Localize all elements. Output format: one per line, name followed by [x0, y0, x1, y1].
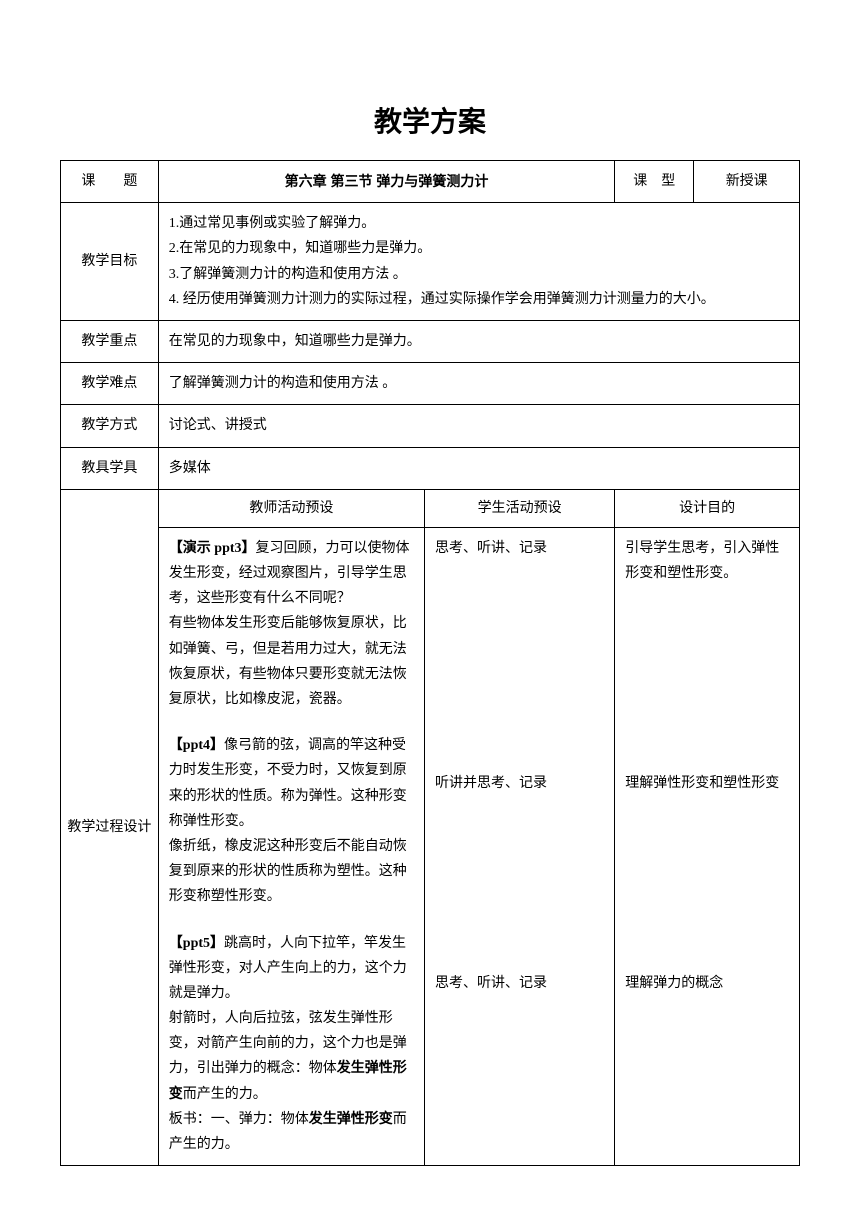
method-label: 教学方式 [61, 405, 159, 447]
student-header: 学生活动预设 [425, 489, 615, 527]
tools-content: 多媒体 [158, 447, 799, 489]
purpose-content: 引导学生思考，引入弹性形变和塑性形变。 理解弹性形变和塑性形变 理解弹力的概念 [615, 527, 800, 1165]
topic-label: 课 题 [61, 161, 159, 203]
block3-text2c: 而产生的力。 [183, 1087, 267, 1102]
teacher-activity-content: 【演示 ppt3】复习回顾，力可以使物体发生形变，经过观察图片，引导学生思考，这… [158, 527, 424, 1165]
goal-3: 3.了解弹簧测力计的构造和使用方法 。 [169, 262, 789, 287]
purpose-block2: 理解弹性形变和塑性形变 [625, 771, 789, 796]
student-block2: 听讲并思考、记录 [435, 771, 604, 796]
process-label: 教学过程设计 [61, 489, 159, 1166]
purpose-header: 设计目的 [615, 489, 800, 527]
difficulty-row: 教学难点 了解弹簧测力计的构造和使用方法 。 [61, 363, 800, 405]
student-activity-content: 思考、听讲、记录 听讲并思考、记录 思考、听讲、记录 [425, 527, 615, 1165]
student-block1: 思考、听讲、记录 [435, 536, 604, 561]
type-value: 新授课 [694, 161, 800, 203]
tools-row: 教具学具 多媒体 [61, 447, 800, 489]
block1-text2: 有些物体发生形变后能够恢复原状，比如弹簧、弓，但是若用力过大，就无法恢复原状，有… [169, 611, 414, 712]
purpose-block1: 引导学生思考，引入弹性形变和塑性形变。 [625, 536, 789, 586]
block2-text2: 像折纸，橡皮泥这种形变后不能自动恢复到原来的形状的性质称为塑性。这种形变称塑性形… [169, 834, 414, 910]
purpose-block3: 理解弹力的概念 [625, 971, 789, 996]
goals-content: 1.通过常见事例或实验了解弹力。 2.在常见的力现象中，知道哪些力是弹力。 3.… [158, 203, 799, 321]
focus-content: 在常见的力现象中，知道哪些力是弹力。 [158, 320, 799, 362]
ppt5-tag: 【ppt5】 [169, 936, 224, 951]
focus-label: 教学重点 [61, 320, 159, 362]
goals-row: 教学目标 1.通过常见事例或实验了解弹力。 2.在常见的力现象中，知道哪些力是弹… [61, 203, 800, 321]
method-row: 教学方式 讨论式、讲授式 [61, 405, 800, 447]
goal-4: 4. 经历使用弹簧测力计测力的实际过程，通过实际操作学会用弹簧测力计测量力的大小… [169, 287, 789, 312]
ppt4-tag: 【ppt4】 [169, 738, 224, 753]
tools-label: 教具学具 [61, 447, 159, 489]
page-title: 教学方案 [60, 100, 800, 140]
goals-label: 教学目标 [61, 203, 159, 321]
type-label: 课 型 [615, 161, 694, 203]
student-block3: 思考、听讲、记录 [435, 971, 604, 996]
goal-2: 2.在常见的力现象中，知道哪些力是弹力。 [169, 236, 789, 261]
lesson-plan-table: 课 题 第六章 第三节 弹力与弹簧测力计 课 型 新授课 教学目标 1.通过常见… [60, 160, 800, 1166]
block3-text3a: 板书：一、弹力：物体 [169, 1112, 309, 1127]
ppt3-tag: 【演示 ppt3】 [169, 541, 256, 556]
teacher-header: 教师活动预设 [158, 489, 424, 527]
difficulty-label: 教学难点 [61, 363, 159, 405]
method-content: 讨论式、讲授式 [158, 405, 799, 447]
goal-1: 1.通过常见事例或实验了解弹力。 [169, 211, 789, 236]
topic-row: 课 题 第六章 第三节 弹力与弹簧测力计 课 型 新授课 [61, 161, 800, 203]
process-body-row: 【演示 ppt3】复习回顾，力可以使物体发生形变，经过观察图片，引导学生思考，这… [61, 527, 800, 1165]
focus-row: 教学重点 在常见的力现象中，知道哪些力是弹力。 [61, 320, 800, 362]
block3-bold2: 发生弹性形变 [309, 1112, 393, 1127]
difficulty-content: 了解弹簧测力计的构造和使用方法 。 [158, 363, 799, 405]
process-header-row: 教学过程设计 教师活动预设 学生活动预设 设计目的 [61, 489, 800, 527]
topic-title: 第六章 第三节 弹力与弹簧测力计 [158, 161, 614, 203]
